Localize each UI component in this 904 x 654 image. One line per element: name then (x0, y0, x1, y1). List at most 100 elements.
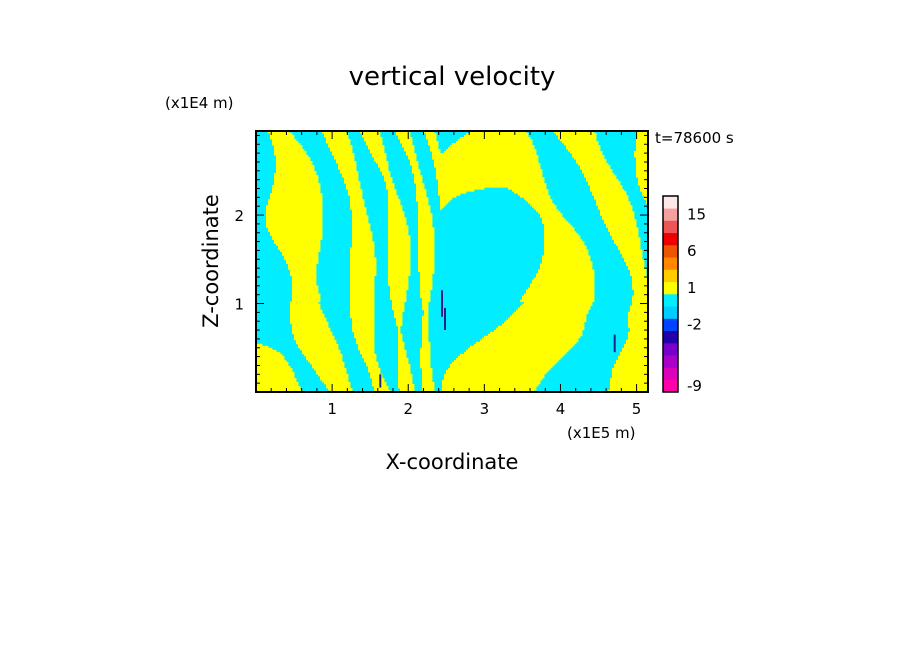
updraft-cell (544, 253, 589, 256)
updraft-cell (422, 367, 433, 371)
updraft-cell (312, 365, 345, 369)
updraft-cell (610, 379, 648, 383)
updraft-cell (636, 143, 648, 146)
updraft-cell (290, 307, 321, 311)
updraft-cell (524, 197, 551, 200)
updraft-cell (606, 223, 637, 226)
updraft-cell (398, 347, 405, 351)
updraft-cell (544, 249, 589, 252)
updraft-cell (420, 363, 431, 367)
updraft-cell (418, 227, 435, 230)
updraft-cell (374, 389, 391, 392)
updraft-cell (298, 343, 339, 347)
updraft-cell (388, 215, 405, 218)
updraft-cell (542, 221, 569, 224)
updraft-cell (388, 197, 399, 200)
updraft-cell (414, 181, 423, 184)
updraft-cell (266, 209, 323, 212)
updraft-cell (398, 365, 411, 369)
updraft-cell (496, 327, 585, 331)
updraft-cell (432, 151, 441, 154)
updraft-cell (636, 159, 648, 162)
updraft-cell (272, 187, 321, 190)
updraft-cell (574, 157, 605, 160)
updraft-cell (422, 305, 429, 309)
updraft-cell (408, 157, 417, 160)
colorbar-label: 1 (687, 279, 697, 297)
updraft-cell (352, 227, 371, 230)
updraft-cell (610, 377, 648, 381)
colorbar-frame (662, 195, 679, 393)
x-tick-label: 5 (632, 400, 642, 418)
updraft-cell (420, 365, 431, 369)
updraft-cell (256, 357, 285, 361)
updraft-cell (350, 309, 375, 313)
updraft-cell (422, 327, 429, 331)
updraft-cell (388, 235, 411, 238)
updraft-cell (608, 389, 647, 392)
updraft-cell (350, 293, 375, 297)
updraft-cell (398, 369, 411, 373)
updraft-cell (290, 273, 317, 276)
time-label: t=78600 s (655, 129, 734, 147)
updraft-cell (632, 301, 648, 305)
updraft-cell (256, 353, 283, 357)
updraft-cell (614, 239, 641, 242)
updraft-cell (346, 183, 361, 186)
updraft-cell (414, 179, 423, 182)
updraft-cell (418, 209, 431, 212)
updraft-cell (388, 259, 411, 262)
updraft-cell (420, 351, 431, 355)
updraft-cell (370, 375, 383, 379)
updraft-cell (612, 367, 648, 371)
updraft-cell (636, 141, 648, 144)
updraft-cell (388, 255, 411, 258)
colorbar-swatch (663, 269, 678, 283)
updraft-cell (350, 295, 375, 299)
updraft-cell (418, 235, 435, 238)
updraft-cell (350, 249, 375, 252)
updraft-cell (256, 385, 301, 389)
updraft-cell (544, 233, 579, 236)
updraft-cell (640, 189, 648, 192)
updraft-cell (622, 349, 648, 353)
updraft-cell (334, 155, 355, 158)
updraft-cell (380, 167, 389, 170)
updraft-cell (416, 185, 425, 188)
updraft-cell (636, 165, 648, 168)
updraft-cell (426, 133, 437, 136)
updraft-cell (542, 255, 591, 258)
updraft-cell (420, 361, 431, 365)
updraft-cell (350, 301, 375, 305)
updraft-cell (292, 275, 317, 278)
updraft-cell (522, 295, 595, 299)
colorbar-swatch (663, 281, 678, 295)
updraft-cell (350, 197, 363, 200)
updraft-cell (418, 249, 435, 252)
updraft-cell (420, 285, 433, 288)
updraft-cell (422, 297, 431, 301)
updraft-cell (618, 247, 641, 250)
updraft-cell (634, 291, 648, 295)
updraft-cell (410, 159, 417, 162)
updraft-cell (522, 297, 595, 301)
updraft-cell (456, 357, 561, 361)
updraft-cell (388, 193, 397, 196)
updraft-cell (306, 355, 343, 359)
updraft-cell (628, 335, 648, 339)
updraft-cell (418, 213, 433, 216)
updraft-cell (438, 185, 547, 188)
updraft-cell (388, 227, 409, 230)
updraft-cell (326, 141, 351, 144)
updraft-cell (602, 217, 635, 220)
updraft-cell (360, 351, 375, 355)
updraft-cell (418, 233, 435, 236)
updraft-cell (354, 333, 375, 337)
updraft-cell (420, 295, 431, 299)
updraft-cell (540, 213, 563, 216)
updraft-cell (350, 269, 377, 272)
updraft-cell (558, 135, 597, 138)
updraft-cell (466, 349, 569, 353)
updraft-cell (420, 271, 435, 274)
updraft-cell (428, 139, 437, 142)
